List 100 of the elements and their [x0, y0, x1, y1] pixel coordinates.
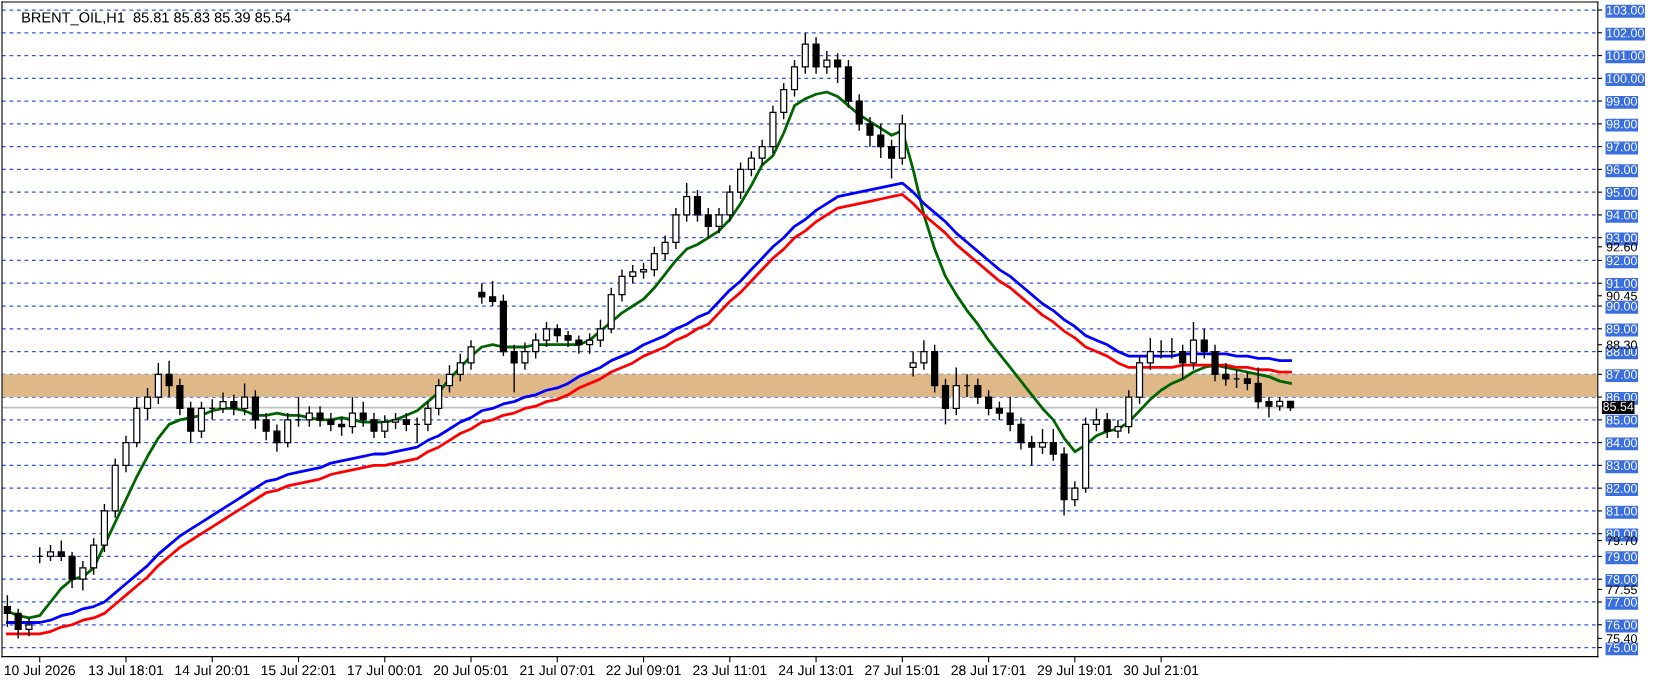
- y-tick-label: 81.00: [1606, 506, 1637, 516]
- candlestick: [262, 412, 270, 442]
- y-tick-label: 96.00: [1606, 165, 1637, 175]
- x-tick-label: 14 Jul 20:01: [175, 664, 250, 676]
- candlestick: [197, 400, 206, 439]
- candlestick: [790, 59, 799, 98]
- candlestick: [553, 323, 561, 344]
- candlestick: [737, 161, 745, 200]
- ref-line-label: 85.54: [1603, 402, 1634, 411]
- y-tick-label: 75.40: [1606, 634, 1637, 644]
- y-tick-label: 79.00: [1606, 552, 1637, 562]
- y-tick-label: 76.00: [1606, 620, 1637, 630]
- y-tick-label: 82.00: [1606, 483, 1637, 493]
- x-tick-label: 30 Jul 21:01: [1123, 664, 1199, 676]
- candlestick: [402, 412, 410, 432]
- candlestick: [251, 389, 259, 430]
- candlestick: [90, 537, 98, 576]
- candlestick: [1103, 412, 1111, 439]
- candlestick: [780, 82, 788, 121]
- candlestick: [305, 405, 313, 428]
- candlestick: [596, 318, 605, 348]
- x-tick-label: 15 Jul 22:01: [261, 664, 336, 676]
- candlestick: [704, 207, 712, 239]
- candlestick: [823, 50, 831, 75]
- candlestick: [521, 341, 529, 371]
- y-tick-label: 99.00: [1606, 96, 1637, 106]
- candlestick: [79, 560, 87, 592]
- candlestick: [812, 36, 820, 75]
- candlestick: [370, 412, 378, 439]
- candlestick: [1179, 344, 1187, 380]
- y-tick-label: 101.00: [1607, 51, 1644, 61]
- candlestick: [381, 414, 389, 439]
- candlestick: [284, 412, 292, 448]
- x-tick-label: 28 Jul 17:01: [951, 664, 1026, 676]
- x-tick-label: 17 Jul 00:01: [348, 664, 422, 676]
- candlestick: [187, 400, 195, 444]
- y-tick-label: 97.00: [1606, 142, 1637, 152]
- candlestick: [995, 400, 1003, 421]
- candlestick: [715, 207, 723, 234]
- y-tick-label: 83.00: [1606, 461, 1637, 471]
- y-tick-label: 85.00: [1606, 415, 1637, 425]
- candlestick: [618, 268, 626, 303]
- y-tick-label: 92.60: [1606, 242, 1637, 252]
- candlestick: [801, 32, 809, 75]
- y-tick-label: 90.00: [1606, 301, 1637, 311]
- candlestick: [122, 435, 130, 473]
- candlestick: [1038, 428, 1047, 455]
- candlestick: [68, 551, 76, 590]
- y-tick-label: 84.00: [1606, 438, 1637, 448]
- candlestick: [1265, 396, 1273, 419]
- candlestick: [877, 123, 885, 159]
- candlestick: [542, 321, 551, 348]
- y-tick-label: 92.00: [1606, 256, 1637, 266]
- candlestick: [14, 608, 22, 640]
- y-tick-label: 75.00: [1606, 643, 1637, 653]
- candlestick: [1017, 416, 1025, 451]
- candlestick: [1200, 328, 1208, 360]
- y-tick-label: 78.00: [1606, 575, 1637, 584]
- candlestick: [230, 394, 238, 416]
- x-tick-label: 29 Jul 19:01: [1037, 664, 1113, 676]
- y-tick-label: 102.00: [1607, 28, 1644, 38]
- x-tick-label: 20 Jul 05:01: [433, 664, 509, 676]
- x-tick-label: 22 Jul 09:01: [606, 664, 681, 676]
- candlestick: [683, 182, 691, 223]
- candlestick: [273, 423, 281, 453]
- y-tick-label: 77.00: [1606, 597, 1637, 607]
- candlestick: [693, 189, 702, 223]
- candlestick: [1071, 480, 1079, 508]
- candlestick: [909, 350, 917, 378]
- candlestick: [564, 330, 572, 348]
- candlestick: [467, 339, 475, 371]
- candlestick: [57, 539, 65, 562]
- y-tick-label: 87.00: [1606, 370, 1637, 379]
- candlestick: [1114, 419, 1122, 439]
- candlestick: [1146, 337, 1154, 371]
- candlestick: [1189, 321, 1198, 371]
- y-tick-label: 95.00: [1606, 187, 1637, 197]
- candlestick: [316, 405, 324, 428]
- x-tick-label: 10 Jul 2026: [4, 664, 76, 676]
- y-tick-label: 103.00: [1607, 5, 1644, 15]
- candlestick: [866, 116, 874, 148]
- candlestick: [1092, 407, 1101, 432]
- x-tick-label: 24 Jul 13:01: [778, 664, 854, 676]
- candlestick: [855, 93, 863, 132]
- candlestick: [424, 400, 432, 432]
- candlestick: [532, 332, 540, 360]
- candlestick: [359, 400, 367, 428]
- y-tick-label: 93.00: [1606, 233, 1637, 243]
- y-tick-label: 89.00: [1606, 324, 1637, 334]
- candlestick: [489, 280, 497, 307]
- candlestick: [478, 282, 486, 305]
- candlestick: [758, 139, 766, 166]
- y-tick-label: 91.00: [1606, 279, 1637, 288]
- text: BRENT_OIL,H1 85.81 85.83 85.39 85.54: [22, 12, 291, 26]
- y-tick-label: 90.45: [1606, 291, 1637, 301]
- x-tick-label: 21 Jul 07:01: [520, 664, 595, 676]
- candlestick: [661, 234, 669, 262]
- candlestick: [887, 139, 896, 180]
- candlestick: [348, 396, 357, 435]
- candlestick: [1211, 344, 1219, 382]
